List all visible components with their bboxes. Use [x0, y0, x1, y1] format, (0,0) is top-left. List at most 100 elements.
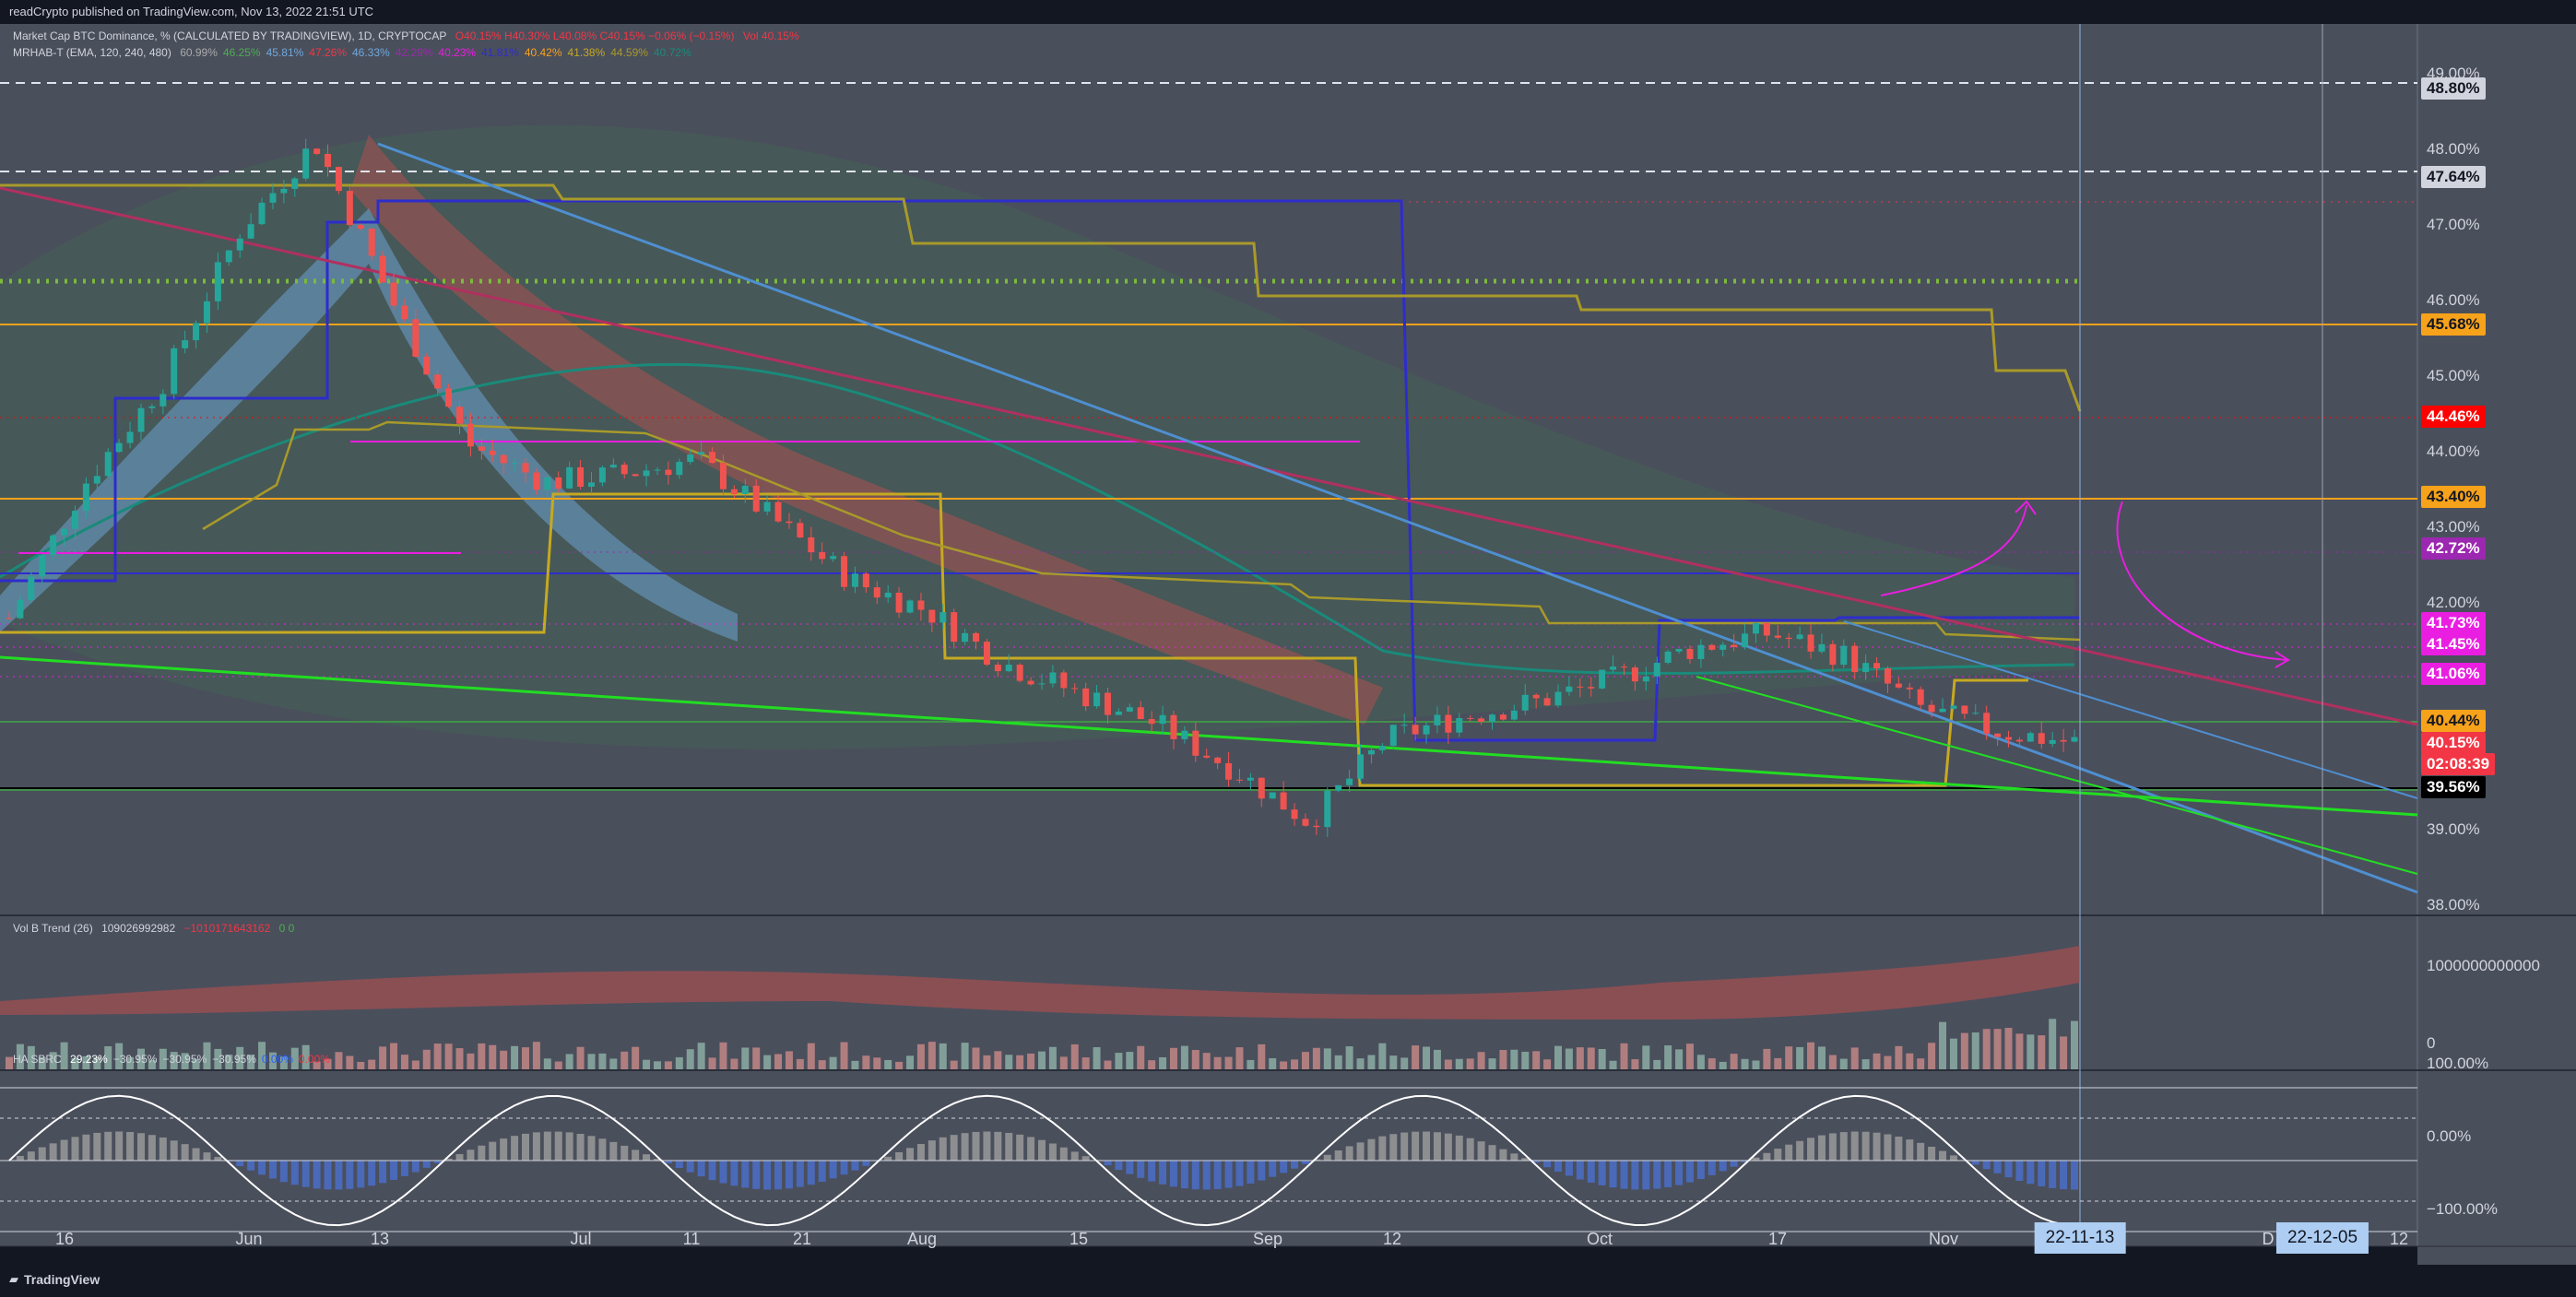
volume-bar [1070, 1043, 1079, 1069]
volume-bar [2060, 1036, 2068, 1069]
oscillator-bar [653, 1159, 661, 1161]
oscillator-bar [1609, 1161, 1617, 1188]
price-scale-tick: 47.00% [2427, 216, 2480, 233]
oscillator-bar [1169, 1161, 1177, 1187]
candle-body [1467, 717, 1474, 719]
candle-body [632, 474, 639, 477]
oscillator-bar [214, 1157, 222, 1161]
candle-body [654, 469, 661, 471]
oscillator-bar [136, 1133, 145, 1161]
oscillator-bar [686, 1161, 694, 1173]
candle-body [6, 618, 13, 619]
oscillator-bar [543, 1131, 551, 1161]
time-scale-tick: D [2262, 1230, 2275, 1248]
volume-bar [1521, 1051, 1530, 1069]
volume-bar [1213, 1056, 1222, 1069]
oscillator-bar [994, 1131, 1002, 1161]
volume-bar [873, 1057, 881, 1069]
oscillator-bar [93, 1132, 101, 1161]
volume-bar [247, 1055, 255, 1069]
oscillator-bar [148, 1135, 156, 1161]
legend-mrhab-value: 41.38% [567, 46, 606, 59]
oscillator-bar [565, 1132, 573, 1161]
candle-body [1060, 672, 1068, 689]
candle-body [774, 501, 782, 522]
volume-bar [2038, 1035, 2046, 1069]
volume-bar [1543, 1059, 1552, 1069]
price-scale-tick: 43.00% [2427, 518, 2480, 536]
candle-body [2060, 739, 2067, 742]
legend-vol-v1: 10902699298​2 [101, 922, 176, 935]
volume-bar [104, 1045, 112, 1069]
volume-bar [16, 1043, 24, 1069]
oscillator-bar [455, 1153, 464, 1161]
volume-bar [357, 1061, 365, 1069]
oscillator-bar [1631, 1161, 1639, 1190]
chart-area[interactable] [0, 24, 2576, 1265]
step-line-yellow [0, 492, 2028, 787]
oscillator-bar [422, 1161, 431, 1168]
volume-bar [1971, 1032, 1979, 1069]
candle-body [1961, 705, 1968, 714]
candle-body [1577, 686, 1584, 688]
oscillator-bar [1104, 1161, 1112, 1166]
candle-body [1532, 694, 1540, 699]
legend-hasbrc-value: 0.00% [261, 1053, 293, 1066]
candle-body [665, 469, 672, 476]
trendline-blue-thin [1843, 620, 2418, 799]
legend-title: Market Cap BTC Dominance, % (CALCULATED … [13, 29, 447, 42]
volume-bar [444, 1043, 453, 1069]
candle-body [1588, 687, 1595, 689]
volume-bar [1356, 1058, 1365, 1069]
volume-bar [818, 1060, 826, 1069]
candle-body [1269, 792, 1276, 799]
oscillator-bar [1817, 1135, 1826, 1161]
volume-bar [1839, 1058, 1848, 1069]
volume-bar [1873, 1053, 1881, 1069]
volume-bar [60, 1042, 68, 1069]
volume-bar [1455, 1058, 1463, 1069]
oscillator-bar [1191, 1161, 1199, 1190]
volume-bar [225, 1055, 233, 1069]
candle-body [1203, 755, 1211, 758]
volume-bar [708, 1057, 716, 1069]
candle-body [841, 556, 848, 587]
oscillator-bar [532, 1132, 540, 1161]
candle-body [1445, 714, 1452, 733]
oscillator-bar [247, 1161, 255, 1171]
candle-body [1664, 651, 1672, 664]
price-level-label: 42.72% [2421, 536, 2486, 560]
volume-bar [411, 1060, 419, 1069]
candle-body [1807, 634, 1814, 652]
oscillator-bar [1949, 1155, 1957, 1161]
price-level-label: 40.15% [2421, 731, 2486, 754]
oscillator-bar [708, 1161, 716, 1181]
candle-body [983, 642, 990, 666]
oscillator-bar [1258, 1161, 1266, 1181]
volume-bar [1598, 1048, 1606, 1069]
candle-body [1367, 749, 1375, 755]
volume-bar [928, 1042, 936, 1069]
candle-body [126, 431, 134, 443]
oscillator-bar [324, 1161, 332, 1190]
oscillator-bar [1884, 1134, 1892, 1161]
volume-bar [478, 1043, 486, 1069]
arrow-down-magenta [2116, 501, 2287, 661]
oscillator-bar [1224, 1161, 1233, 1188]
oscillator-bar [1444, 1133, 1452, 1161]
volume-bar [1895, 1045, 1903, 1069]
candle-body [1093, 692, 1101, 707]
oscillator-bar [1685, 1161, 1694, 1183]
volume-bar [236, 1046, 244, 1069]
tradingview-logo[interactable]: ▰ TradingView [9, 1272, 100, 1287]
volume-bar [972, 1047, 980, 1069]
candle-body [1851, 645, 1859, 673]
oscillator-bar [1642, 1161, 1650, 1190]
oscillator-bar [554, 1131, 562, 1161]
oscillator-bar [587, 1136, 596, 1161]
volume-bar [1159, 1056, 1167, 1069]
price-level-label: 41.45% [2421, 633, 2486, 656]
candle-body [368, 229, 375, 256]
oscillator-bar [301, 1161, 310, 1187]
volume-bar [1247, 1059, 1255, 1069]
